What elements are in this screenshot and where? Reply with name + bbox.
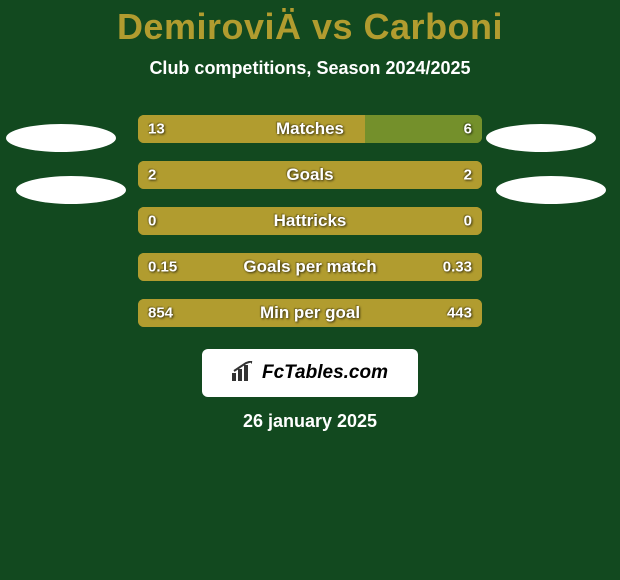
stat-row: 2 Goals 2 bbox=[138, 161, 482, 189]
stat-value-left: 13 bbox=[148, 121, 165, 138]
stat-row: 0 Hattricks 0 bbox=[138, 207, 482, 235]
stat-value-right: 2 bbox=[464, 167, 472, 184]
stat-value-left: 0 bbox=[148, 213, 156, 230]
comparison-title: DemiroviÄ vs Carboni bbox=[0, 0, 620, 48]
stat-value-left: 0.15 bbox=[148, 259, 177, 276]
comparison-bars: 13 Matches 6 2 Goals 2 0 Hattricks 0 0.15 Goals pe… bbox=[138, 115, 482, 327]
stat-label: Matches bbox=[276, 119, 344, 139]
stat-row: 854 Min per goal 443 bbox=[138, 299, 482, 327]
stat-row: 0.15 Goals per match 0.33 bbox=[138, 253, 482, 281]
stat-label: Goals bbox=[286, 165, 333, 185]
stat-value-right: 0 bbox=[464, 213, 472, 230]
team-badge-placeholder bbox=[486, 124, 596, 152]
stat-value-left: 854 bbox=[148, 305, 173, 322]
brand-logo-text: FcTables.com bbox=[262, 362, 388, 384]
comparison-subtitle: Club competitions, Season 2024/2025 bbox=[0, 58, 620, 79]
chart-icon bbox=[232, 361, 256, 386]
page-root: DemiroviÄ vs Carboni Club competitions, … bbox=[0, 0, 620, 580]
stat-label: Goals per match bbox=[243, 257, 376, 277]
stat-label: Min per goal bbox=[260, 303, 360, 323]
stat-value-right: 6 bbox=[464, 121, 472, 138]
stat-value-right: 443 bbox=[447, 305, 472, 322]
snapshot-date: 26 january 2025 bbox=[0, 411, 620, 432]
team-badge-placeholder bbox=[6, 124, 116, 152]
stat-row: 13 Matches 6 bbox=[138, 115, 482, 143]
stat-value-left: 2 bbox=[148, 167, 156, 184]
stat-label: Hattricks bbox=[274, 211, 347, 231]
stat-value-right: 0.33 bbox=[443, 259, 472, 276]
brand-logo[interactable]: FcTables.com bbox=[202, 349, 418, 397]
team-badge-placeholder bbox=[16, 176, 126, 204]
team-badge-placeholder bbox=[496, 176, 606, 204]
